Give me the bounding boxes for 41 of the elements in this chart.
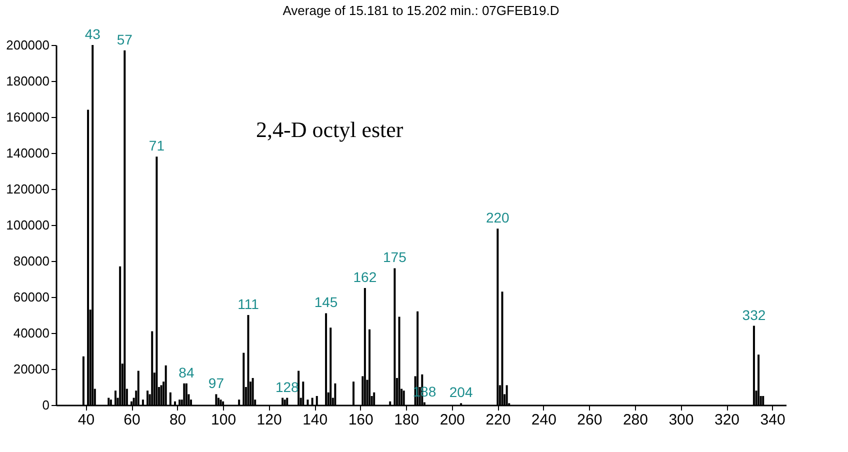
x-tick-label: 240	[531, 412, 556, 428]
annotation: 57	[116, 31, 133, 48]
annotation: 332	[742, 306, 766, 323]
x-tick-label: 340	[760, 412, 786, 428]
annotation: 2,4-D octyl ester	[256, 117, 404, 142]
annotation: 145	[314, 294, 338, 310]
y-tick-label: 100000	[6, 218, 50, 232]
annotation: 43	[84, 26, 101, 42]
x-tick-label: 140	[302, 412, 328, 428]
y-tick-label: 200000	[6, 38, 50, 52]
y-tick-label: 180000	[6, 74, 50, 88]
annotation: 175	[383, 249, 407, 266]
annotation: 71	[148, 138, 165, 154]
y-tick-label: 0	[42, 398, 50, 412]
y-tick-label: 160000	[6, 110, 50, 124]
x-tick-label: 280	[622, 412, 648, 428]
x-tick-label: 320	[714, 412, 740, 428]
x-tick-label: 40	[78, 412, 95, 428]
y-tick-label: 60000	[13, 290, 50, 304]
x-tick-label: 60	[124, 412, 140, 428]
annotation: 220	[486, 210, 510, 226]
y-tick-label: 120000	[6, 182, 50, 196]
y-tick-label: 40000	[13, 326, 50, 340]
y-tick-label: 20000	[13, 362, 50, 376]
annotation: 111	[238, 296, 260, 312]
y-tick-label: 140000	[6, 146, 50, 160]
y-tick-label: 80000	[13, 254, 50, 268]
annotation: 97	[208, 375, 224, 392]
chart-title: Average of 15.181 to 15.202 min.: 07GFEB19.D	[282, 3, 560, 18]
x-tick-label: 80	[169, 412, 186, 428]
annotation: 162	[353, 269, 377, 285]
x-tick-label: 100	[211, 412, 236, 428]
x-tick-label: 200	[440, 412, 465, 428]
x-tick-label: 300	[668, 412, 694, 428]
x-tick-label: 220	[486, 412, 511, 428]
x-tick-label: 160	[348, 412, 374, 428]
x-tick-label: 260	[577, 412, 602, 428]
annotation: 84	[178, 364, 194, 380]
x-tick-label: 180	[394, 412, 420, 428]
x-tick-label: 120	[256, 412, 282, 428]
annotation: 204	[449, 384, 473, 400]
